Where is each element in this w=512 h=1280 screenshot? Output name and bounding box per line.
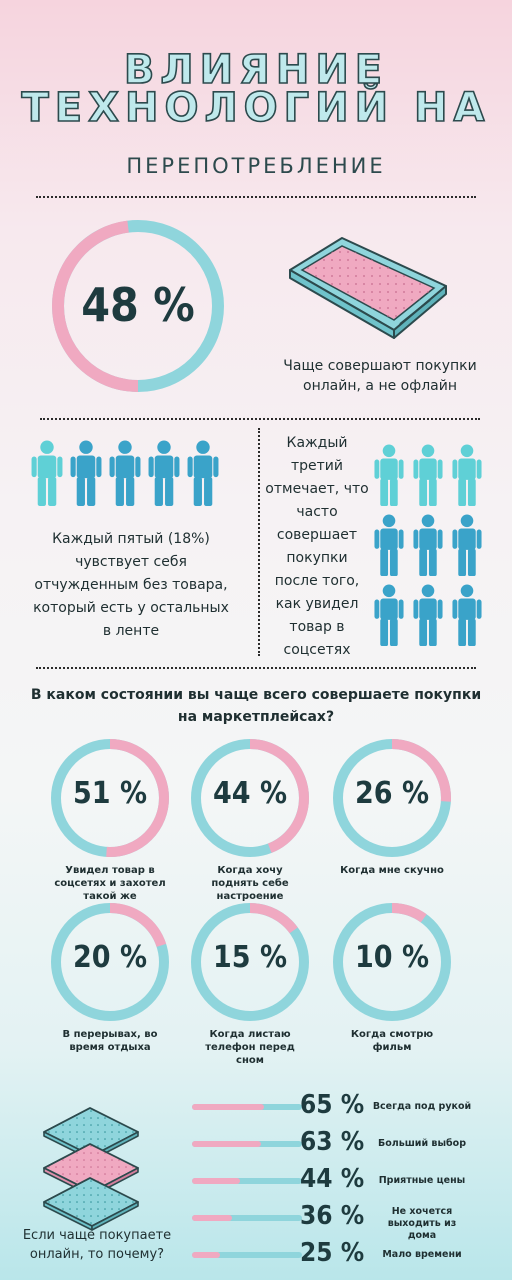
- donut-chart: [51, 739, 169, 857]
- donut-grid: 51 % Увидел товар в соцсетях и захотел та…: [0, 736, 512, 1066]
- online-caption: Чаще совершают покупки онлайн, а не офла…: [283, 358, 477, 394]
- bar-value-label: 36 %: [300, 1201, 365, 1231]
- bar-category-label: Всегда под рукой: [372, 1101, 472, 1112]
- person-icon: [374, 444, 404, 506]
- donut-value-label: 15 %: [213, 940, 287, 975]
- divider-vertical: [258, 428, 260, 656]
- bar-category-label: Не хочется выходить из дома: [387, 1206, 457, 1241]
- donut-slice: [333, 739, 451, 857]
- phone-illustration-icon: [289, 237, 447, 339]
- donut-chart: [191, 903, 309, 1021]
- person-icon: [413, 444, 443, 506]
- subtitle: ПЕРЕПОТРЕБЛЕНИЕ: [126, 154, 386, 178]
- bar-fill: [192, 1178, 241, 1184]
- bar-chart-title: Если чаще покупаете онлайн, то почему?: [22, 1228, 172, 1262]
- person-icon: [452, 444, 482, 506]
- bar-fill: [192, 1252, 220, 1258]
- person-icon: [452, 514, 482, 576]
- bar-fill: [192, 1141, 262, 1147]
- bar-category-label: Приятные цены: [378, 1175, 466, 1186]
- divider-dotted: [36, 667, 476, 669]
- fifth-caption: Каждый пятый (18%) чувствует себя отчужд…: [33, 531, 229, 639]
- bar-category-label: Больший выбор: [377, 1138, 466, 1149]
- bar-track: [192, 1252, 302, 1258]
- donut-category-label: Когда листаю телефон перед сном: [205, 1029, 295, 1066]
- person-icon: [109, 440, 141, 506]
- person-icon: [31, 440, 63, 506]
- donut-online: [52, 220, 224, 392]
- donut-category-label: Когда хочу поднять себе настроение: [211, 865, 289, 902]
- title-line-1: ВЛИЯНИЕ: [123, 47, 389, 93]
- person-icon: [413, 584, 443, 646]
- donut-chart: [191, 739, 309, 857]
- bar-track: [192, 1178, 302, 1184]
- donut-category-label: В перерывах, во время отдыха: [62, 1029, 158, 1053]
- donut-value-label: 51 %: [73, 776, 147, 811]
- divider-dotted: [40, 418, 480, 420]
- person-icon: [374, 514, 404, 576]
- donut-chart: [333, 903, 451, 1021]
- donut-value-label: 26 %: [355, 776, 429, 811]
- bar-value-label: 63 %: [300, 1127, 365, 1157]
- bar-category-label: Мало времени: [382, 1249, 462, 1260]
- question-heading: В каком состоянии вы чаще всего совершае…: [30, 687, 482, 725]
- donut-slice: [191, 739, 309, 857]
- online-value: 48 %: [81, 278, 195, 332]
- person-icon: [148, 440, 180, 506]
- donut-chart: [51, 903, 169, 1021]
- person-icon: [70, 440, 102, 506]
- donut-category-label: Когда мне скучно: [340, 865, 444, 876]
- person-icon: [374, 584, 404, 646]
- bar-value-label: 25 %: [300, 1238, 365, 1268]
- donut-slice: [51, 903, 169, 1021]
- donut-category-label: Увидел товар в соцсетях и захотел такой …: [54, 865, 166, 902]
- bar-value-label: 65 %: [300, 1090, 365, 1120]
- title-line-2: ТЕХНОЛОГИЙ НА: [21, 85, 491, 131]
- donut-chart: [333, 739, 451, 857]
- donut-slice: [333, 903, 451, 1021]
- bar-track: [192, 1215, 302, 1221]
- donut-category-label: Когда смотрю фильм: [350, 1029, 434, 1053]
- bar-fill: [192, 1104, 264, 1110]
- person-icon: [187, 440, 219, 506]
- donut-slice: [51, 739, 169, 857]
- donut-value-label: 20 %: [73, 940, 147, 975]
- bar-fill: [192, 1215, 232, 1221]
- bar-value-label: 44 %: [300, 1164, 365, 1194]
- person-icon: [413, 514, 443, 576]
- cards-illustration-icon: [43, 1107, 139, 1231]
- people-row: [30, 440, 230, 506]
- people-grid: [372, 444, 486, 648]
- bar-chart: 65 % Всегда под рукой 63 % Больший выбор 44 …: [186, 1090, 506, 1274]
- divider-dotted: [36, 196, 476, 198]
- donut-online-arc: [52, 220, 224, 392]
- donut-slice: [191, 903, 309, 1021]
- third-caption: Каждый третий отмечает, что часто соверш…: [265, 435, 369, 658]
- donut-value-label: 10 %: [355, 940, 429, 975]
- donut-value-label: 44 %: [213, 776, 287, 811]
- person-icon: [452, 584, 482, 646]
